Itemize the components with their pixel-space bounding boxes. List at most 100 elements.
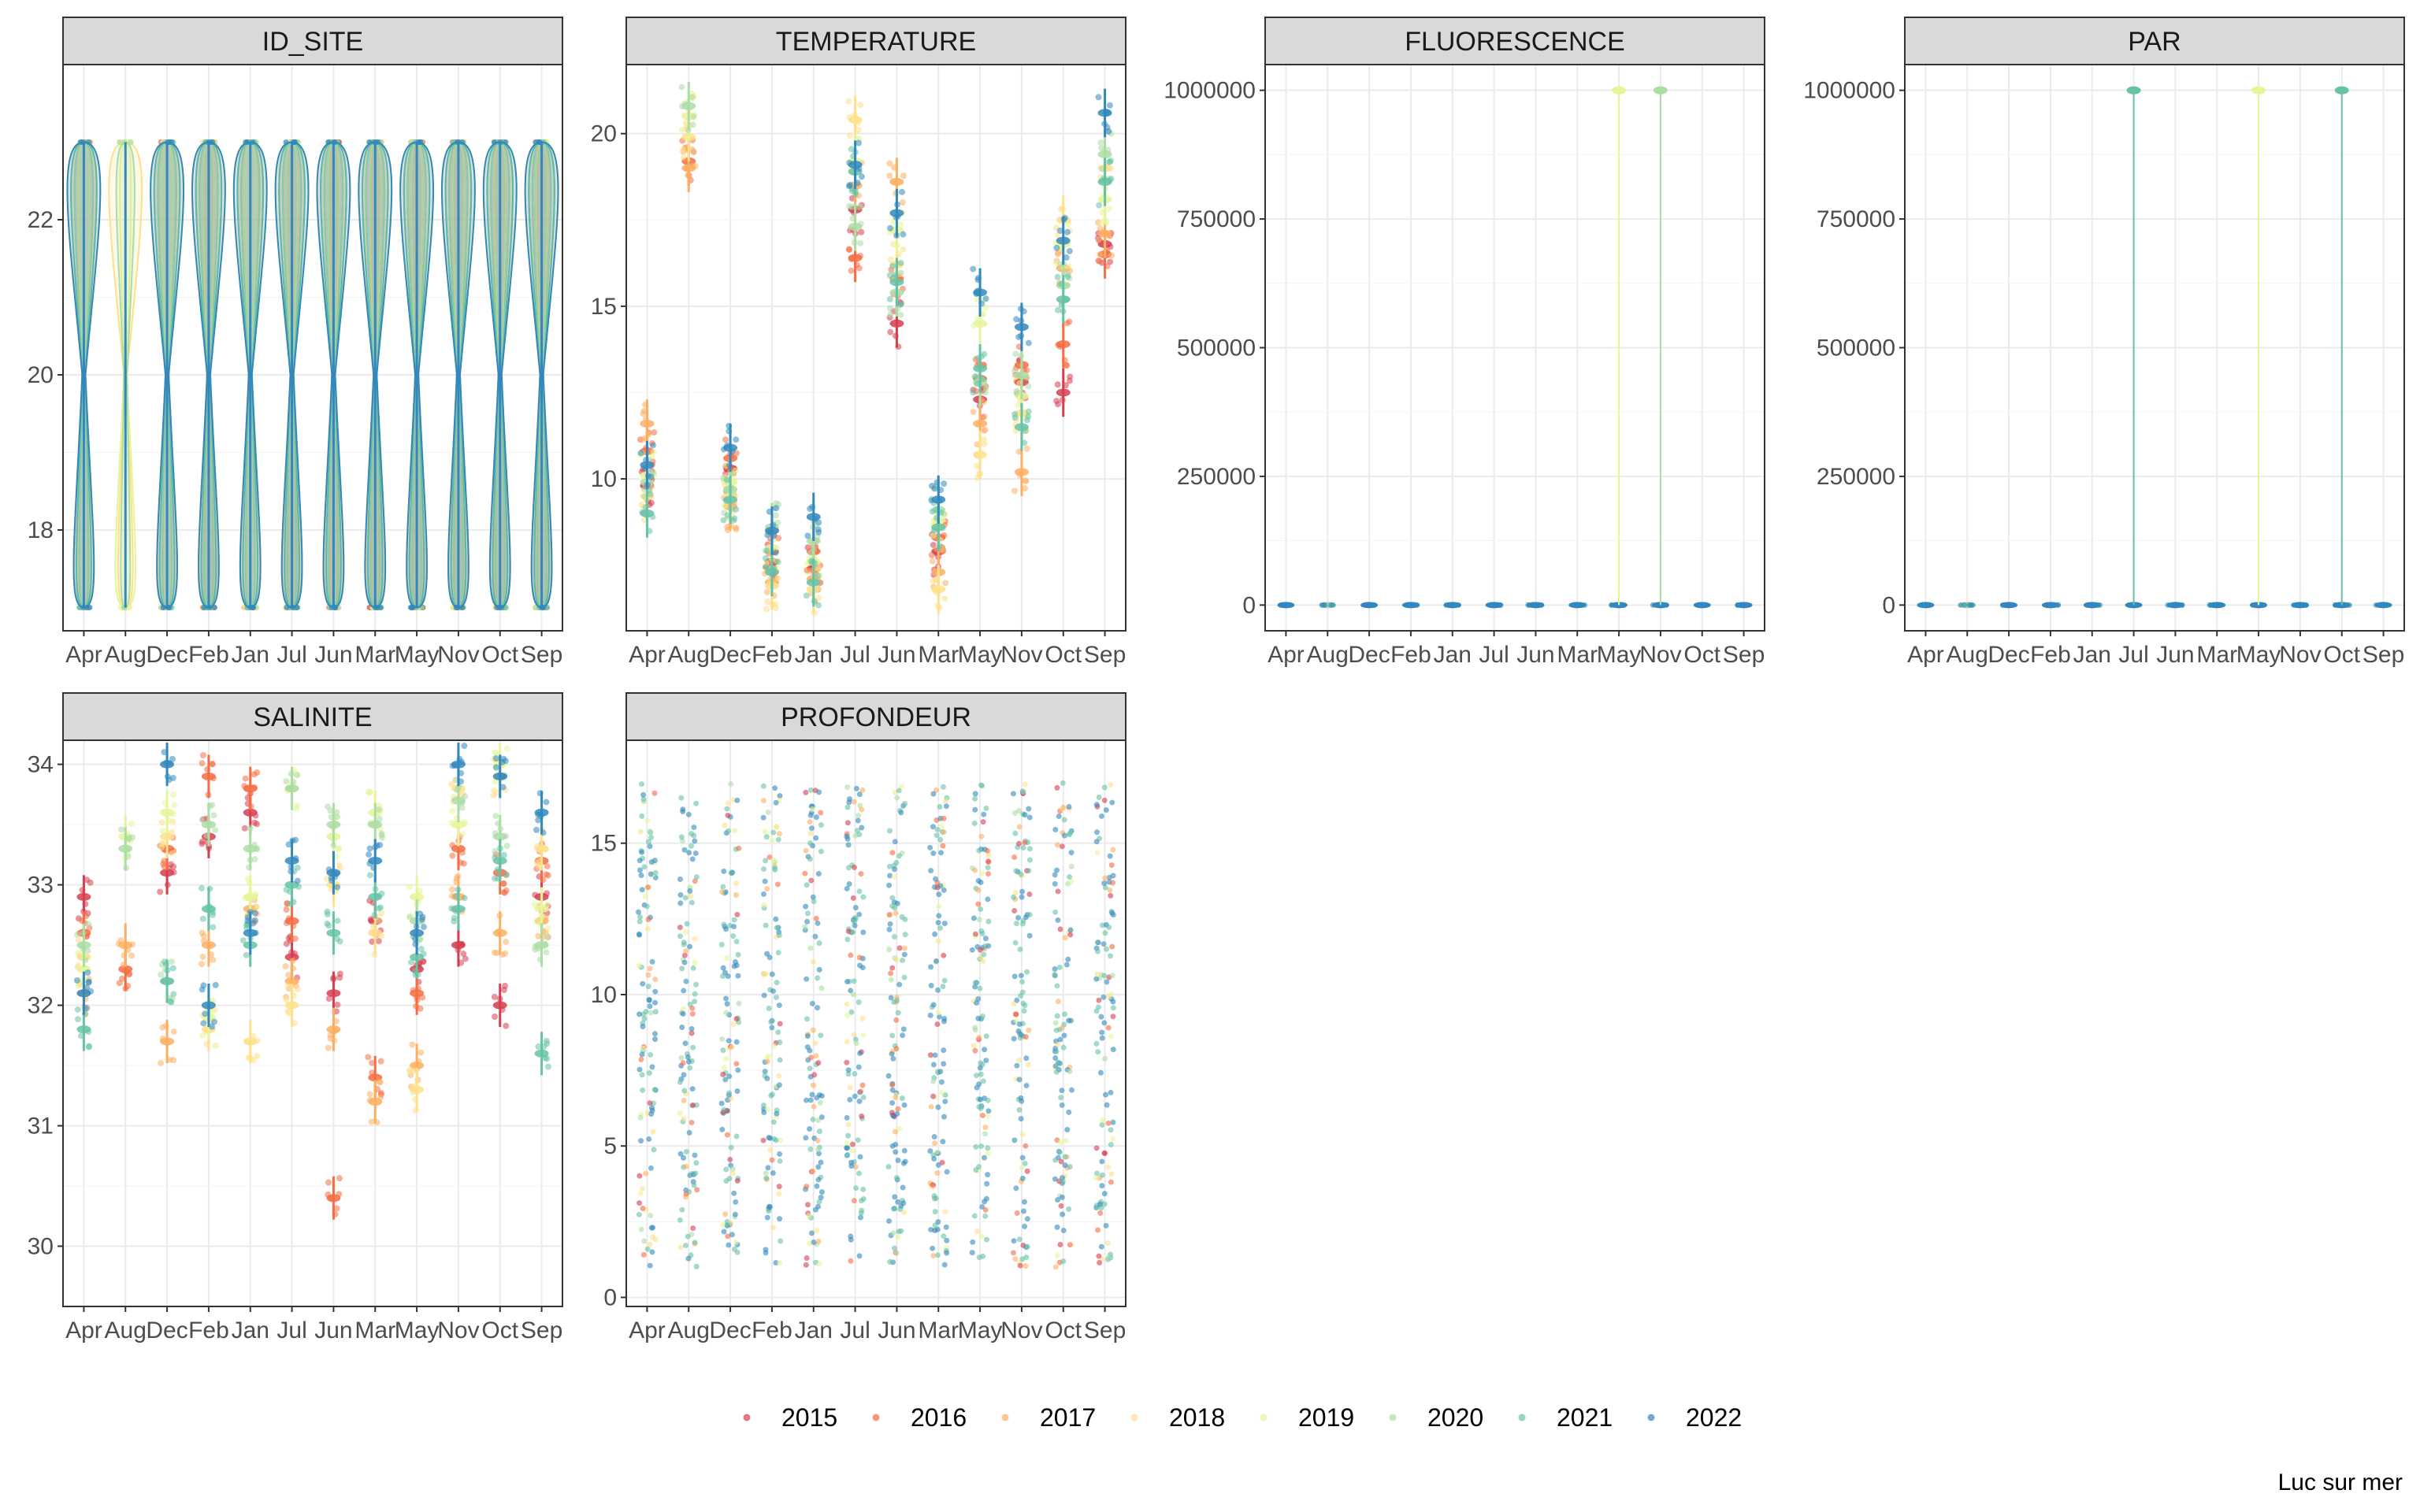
y-tick-label: 18	[28, 517, 54, 543]
point-2021-dec	[723, 476, 730, 483]
plot-area	[63, 740, 562, 1306]
point-2022-oct	[503, 139, 509, 145]
point-mar	[935, 987, 941, 993]
point-may	[982, 1199, 988, 1205]
point-2018-aug	[679, 146, 686, 154]
point-jun	[892, 839, 898, 845]
point-2016-jan	[243, 785, 251, 792]
point-apr	[648, 1010, 654, 1016]
point-sep	[1093, 1040, 1100, 1047]
point-2017-dec	[170, 1028, 177, 1035]
facet-strip	[1264, 17, 1765, 65]
point-2020-jan	[251, 856, 258, 863]
point-jan	[811, 1103, 817, 1110]
point-jan	[815, 1147, 821, 1153]
point-jul	[857, 802, 863, 809]
point-nov	[1016, 1021, 1023, 1027]
point-2021-jul	[295, 884, 302, 891]
point-nov	[1015, 1058, 1022, 1064]
point-jan	[818, 810, 824, 816]
point-2015-sep	[544, 890, 551, 897]
x-tick-label: May	[395, 642, 440, 668]
point-apr	[636, 1211, 642, 1217]
point-oct	[1068, 863, 1075, 869]
point-sep	[1097, 1210, 1104, 1216]
point-2015-jul	[858, 228, 865, 235]
point-feb	[768, 1019, 774, 1025]
point-2018-jul	[851, 111, 858, 118]
point-oct	[1052, 1157, 1059, 1163]
point-2021-sep	[1096, 202, 1103, 209]
point-apr	[645, 884, 651, 891]
point-2022-feb	[764, 532, 771, 539]
point-jul	[859, 1082, 866, 1088]
point-oct	[1056, 964, 1063, 970]
point-aug	[683, 1148, 689, 1154]
point-mar	[928, 964, 934, 970]
point-jan	[818, 848, 824, 854]
point-2022-apr	[87, 988, 95, 995]
point-2022-nov	[458, 769, 465, 776]
point-mar	[942, 798, 948, 804]
point-oct	[1052, 872, 1058, 878]
point-2021-jan	[803, 592, 810, 599]
point-apr	[645, 984, 651, 990]
point-2015-jun	[336, 970, 343, 977]
point-2022-oct	[499, 784, 507, 791]
facet-strip	[62, 692, 563, 741]
point-2022-jun	[325, 139, 332, 145]
point-2022-jan	[807, 506, 814, 513]
y-tick-label: 1000000	[1164, 78, 1256, 104]
point-jan	[804, 1202, 811, 1208]
point-2017-may	[981, 413, 988, 420]
point-jul	[845, 928, 852, 935]
point-oct	[1058, 1095, 1064, 1101]
point-2015-jun	[330, 974, 337, 981]
point-oct	[1061, 832, 1067, 839]
point-2018-may	[411, 1096, 418, 1103]
point-2020-oct	[495, 820, 502, 827]
point-feb	[777, 1260, 783, 1266]
point-mar	[928, 1103, 934, 1110]
point-sep	[1104, 979, 1110, 985]
point-2022-jul	[858, 173, 865, 180]
point-jun	[899, 1095, 905, 1102]
point-apr	[642, 893, 648, 899]
point-oct	[1056, 1149, 1063, 1155]
point-mar	[930, 1181, 936, 1188]
point-aug	[689, 1025, 695, 1032]
point-oct	[1059, 1102, 1065, 1108]
point-2017-jun	[332, 1027, 340, 1034]
point-jul	[856, 1064, 862, 1070]
point-2019-sep	[544, 901, 551, 908]
point-may	[973, 1073, 979, 1079]
point-2017-oct	[495, 928, 502, 935]
point-jun	[896, 981, 903, 988]
point-oct	[1054, 784, 1060, 791]
point-jun	[887, 921, 893, 927]
point-2022-jun	[894, 213, 901, 220]
point-2018-may	[410, 1088, 417, 1095]
point-feb	[770, 829, 777, 836]
point-2022-apr	[85, 139, 91, 145]
point-2018-mar	[934, 602, 941, 610]
point-apr	[639, 1072, 645, 1078]
point-2017-apr	[641, 401, 648, 408]
point-feb	[761, 865, 767, 872]
point-sep	[1093, 839, 1100, 845]
point-mar	[944, 1250, 950, 1256]
point-sep	[1101, 1020, 1108, 1026]
point-jun	[888, 970, 894, 976]
point-dec	[726, 1073, 733, 1080]
x-tick-label: Nov	[2279, 642, 2321, 668]
point-jun	[896, 853, 902, 859]
point-feb	[771, 1043, 778, 1049]
point-may	[973, 1143, 979, 1150]
point-2017-sep	[1108, 252, 1115, 259]
point-aug	[689, 1086, 696, 1092]
point-may	[981, 1154, 987, 1161]
point-dec	[1371, 602, 1378, 608]
